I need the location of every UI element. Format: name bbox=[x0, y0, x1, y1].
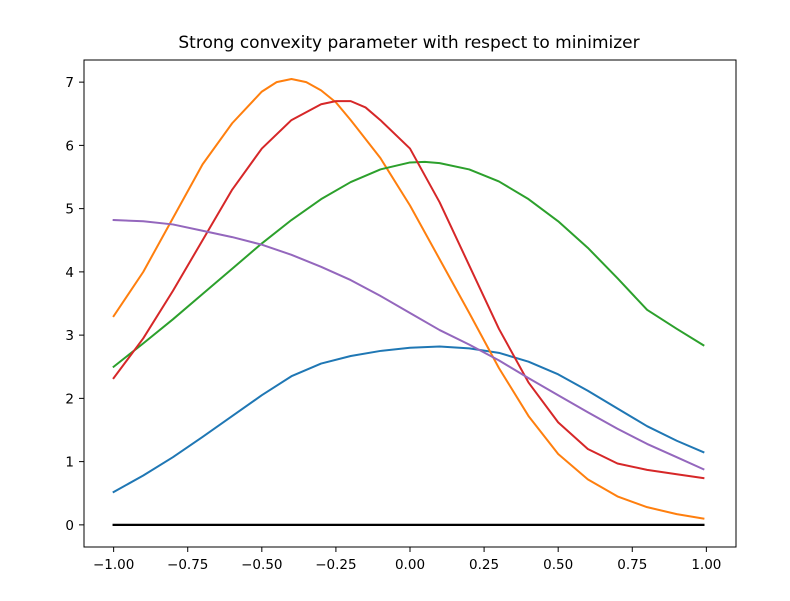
series-line-5 bbox=[112, 218, 705, 471]
x-tick-label: 1.00 bbox=[691, 557, 721, 573]
x-tick-label: 0.25 bbox=[469, 557, 499, 573]
series-layer bbox=[112, 77, 705, 526]
y-tick-label: 7 bbox=[65, 75, 74, 91]
x-tick-label: 0.00 bbox=[395, 557, 425, 573]
x-tick-label: −0.50 bbox=[241, 557, 282, 573]
y-tick-label: 6 bbox=[65, 138, 74, 154]
x-tick-label: −1.00 bbox=[93, 557, 134, 573]
y-tick-label: 2 bbox=[65, 391, 74, 407]
y-tick-label: 0 bbox=[65, 518, 74, 534]
series-line-2 bbox=[112, 77, 705, 520]
x-tick-label: 0.50 bbox=[543, 557, 573, 573]
series-line-1 bbox=[112, 345, 705, 494]
x-tick-label: −0.75 bbox=[167, 557, 208, 573]
x-tick-label: −0.25 bbox=[315, 557, 356, 573]
chart-title: Strong convexity parameter with respect … bbox=[178, 33, 639, 53]
y-tick-label: 5 bbox=[65, 202, 74, 218]
y-tick-label: 1 bbox=[65, 455, 74, 471]
x-tick-label: 0.75 bbox=[617, 557, 647, 573]
y-tick-label: 3 bbox=[65, 328, 74, 344]
series-line-4 bbox=[112, 100, 705, 480]
axes-layer: −1.00 −0.75 −0.50 −0.25 0.00 0.25 0.50 0.75 1.00… bbox=[65, 59, 737, 573]
y-tick-label: 4 bbox=[65, 265, 74, 281]
